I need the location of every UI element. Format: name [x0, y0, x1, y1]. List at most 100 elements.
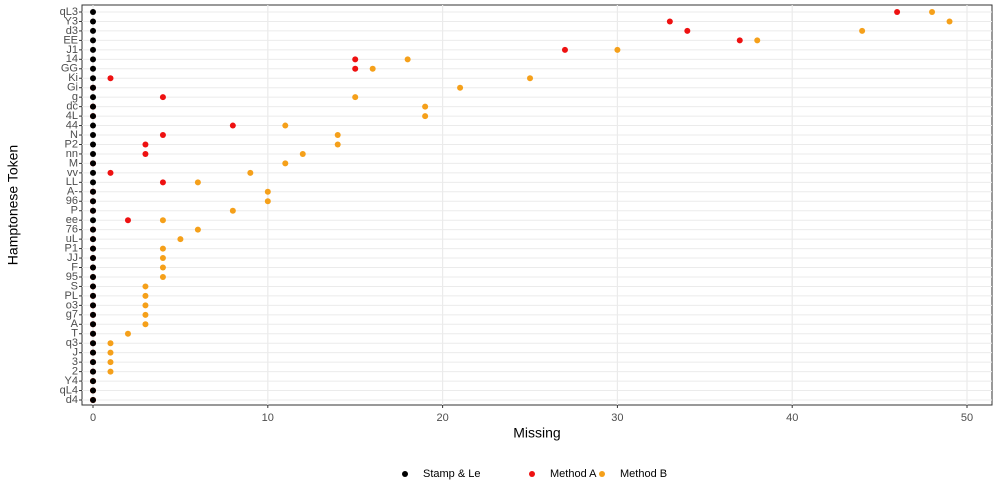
legend-marker — [402, 471, 408, 477]
y-tick-label: T — [71, 328, 78, 340]
dot — [90, 9, 97, 15]
x-tick-label: 10 — [262, 412, 274, 424]
dot — [90, 255, 97, 262]
dot — [142, 302, 149, 309]
y-tick-label: GG — [61, 63, 78, 75]
dot — [159, 94, 166, 101]
dot — [684, 27, 691, 34]
y-tick-label: g7 — [66, 309, 78, 321]
dot — [229, 207, 236, 214]
y-tick-label: 76 — [66, 224, 78, 236]
dot — [929, 9, 936, 15]
legend-label: Stamp & Le — [423, 468, 480, 480]
y-tick-label: vv — [67, 167, 79, 179]
dot — [90, 273, 97, 280]
dot — [194, 179, 201, 186]
dot — [124, 330, 131, 337]
dot — [90, 302, 97, 309]
dot — [90, 217, 97, 224]
dot — [142, 292, 149, 299]
dot — [90, 359, 97, 366]
dot — [159, 132, 166, 139]
x-tick-label: 50 — [961, 412, 973, 424]
y-tick-label: JJ — [67, 252, 78, 264]
y-tick-label: ee — [66, 214, 78, 226]
dot — [90, 226, 97, 233]
legend-label: Method B — [620, 468, 667, 480]
dot — [107, 349, 114, 356]
y-tick-label: N — [70, 129, 78, 141]
dot — [282, 122, 289, 129]
dot — [90, 378, 97, 385]
y-tick-label: nn — [66, 148, 78, 160]
y-tick-label: 96 — [66, 195, 78, 207]
dot — [142, 321, 149, 328]
dot — [107, 75, 114, 82]
dot — [90, 150, 97, 157]
dot — [142, 150, 149, 157]
y-tick-label: P1 — [65, 242, 78, 254]
dot — [90, 103, 97, 110]
y-tick-label: PL — [65, 290, 78, 302]
x-tick-label: 0 — [90, 412, 96, 424]
dot — [90, 387, 97, 394]
dot — [334, 141, 341, 148]
x-tick-label: 30 — [611, 412, 623, 424]
dot — [90, 292, 97, 299]
y-tick-label: 2 — [72, 366, 78, 378]
dot — [264, 198, 271, 205]
y-tick-label: P — [71, 205, 78, 217]
y-tick-label: M — [69, 157, 78, 169]
dot — [107, 368, 114, 375]
dot — [90, 56, 97, 63]
dot — [90, 18, 97, 25]
dot — [894, 9, 901, 15]
y-tick-label: A- — [67, 186, 78, 198]
y-tick-label: g — [72, 91, 78, 103]
dot — [527, 75, 534, 82]
dot — [352, 56, 359, 63]
y-tick-label: o3 — [66, 299, 78, 311]
y-tick-label: dc — [66, 101, 78, 113]
dot — [736, 37, 743, 44]
dot — [159, 217, 166, 224]
dot — [90, 84, 97, 91]
dot — [142, 141, 149, 148]
dot — [614, 46, 621, 53]
dot — [299, 150, 306, 157]
y-tick-label: EE — [63, 34, 78, 46]
y-tick-label: d4 — [66, 394, 78, 406]
dot — [90, 311, 97, 318]
dot — [107, 359, 114, 366]
dot — [666, 18, 673, 25]
dot — [90, 122, 97, 129]
dot — [90, 349, 97, 356]
dot — [90, 141, 97, 148]
y-tick-label: J1 — [66, 44, 78, 56]
legend-label: Method A — [550, 468, 597, 480]
dot — [159, 264, 166, 271]
dot — [142, 283, 149, 290]
dot — [90, 188, 97, 195]
x-axis-title: Missing — [513, 425, 560, 441]
dot — [90, 397, 97, 403]
y-tick-label: S — [71, 280, 78, 292]
dot — [159, 179, 166, 186]
dot — [422, 113, 429, 120]
dot — [90, 65, 97, 72]
dot — [90, 27, 97, 34]
y-tick-label: 3 — [72, 356, 78, 368]
dot — [90, 236, 97, 243]
dot — [159, 273, 166, 280]
x-tick-label: 40 — [786, 412, 798, 424]
dot — [177, 236, 184, 243]
dot — [90, 160, 97, 167]
dot — [142, 311, 149, 318]
y-tick-label: qL4 — [60, 384, 78, 396]
dot — [422, 103, 429, 110]
dot — [282, 160, 289, 167]
y-axis-title: Hamptonese Token — [5, 145, 21, 265]
y-tick-label: P2 — [65, 138, 78, 150]
x-tick-label: 20 — [436, 412, 448, 424]
